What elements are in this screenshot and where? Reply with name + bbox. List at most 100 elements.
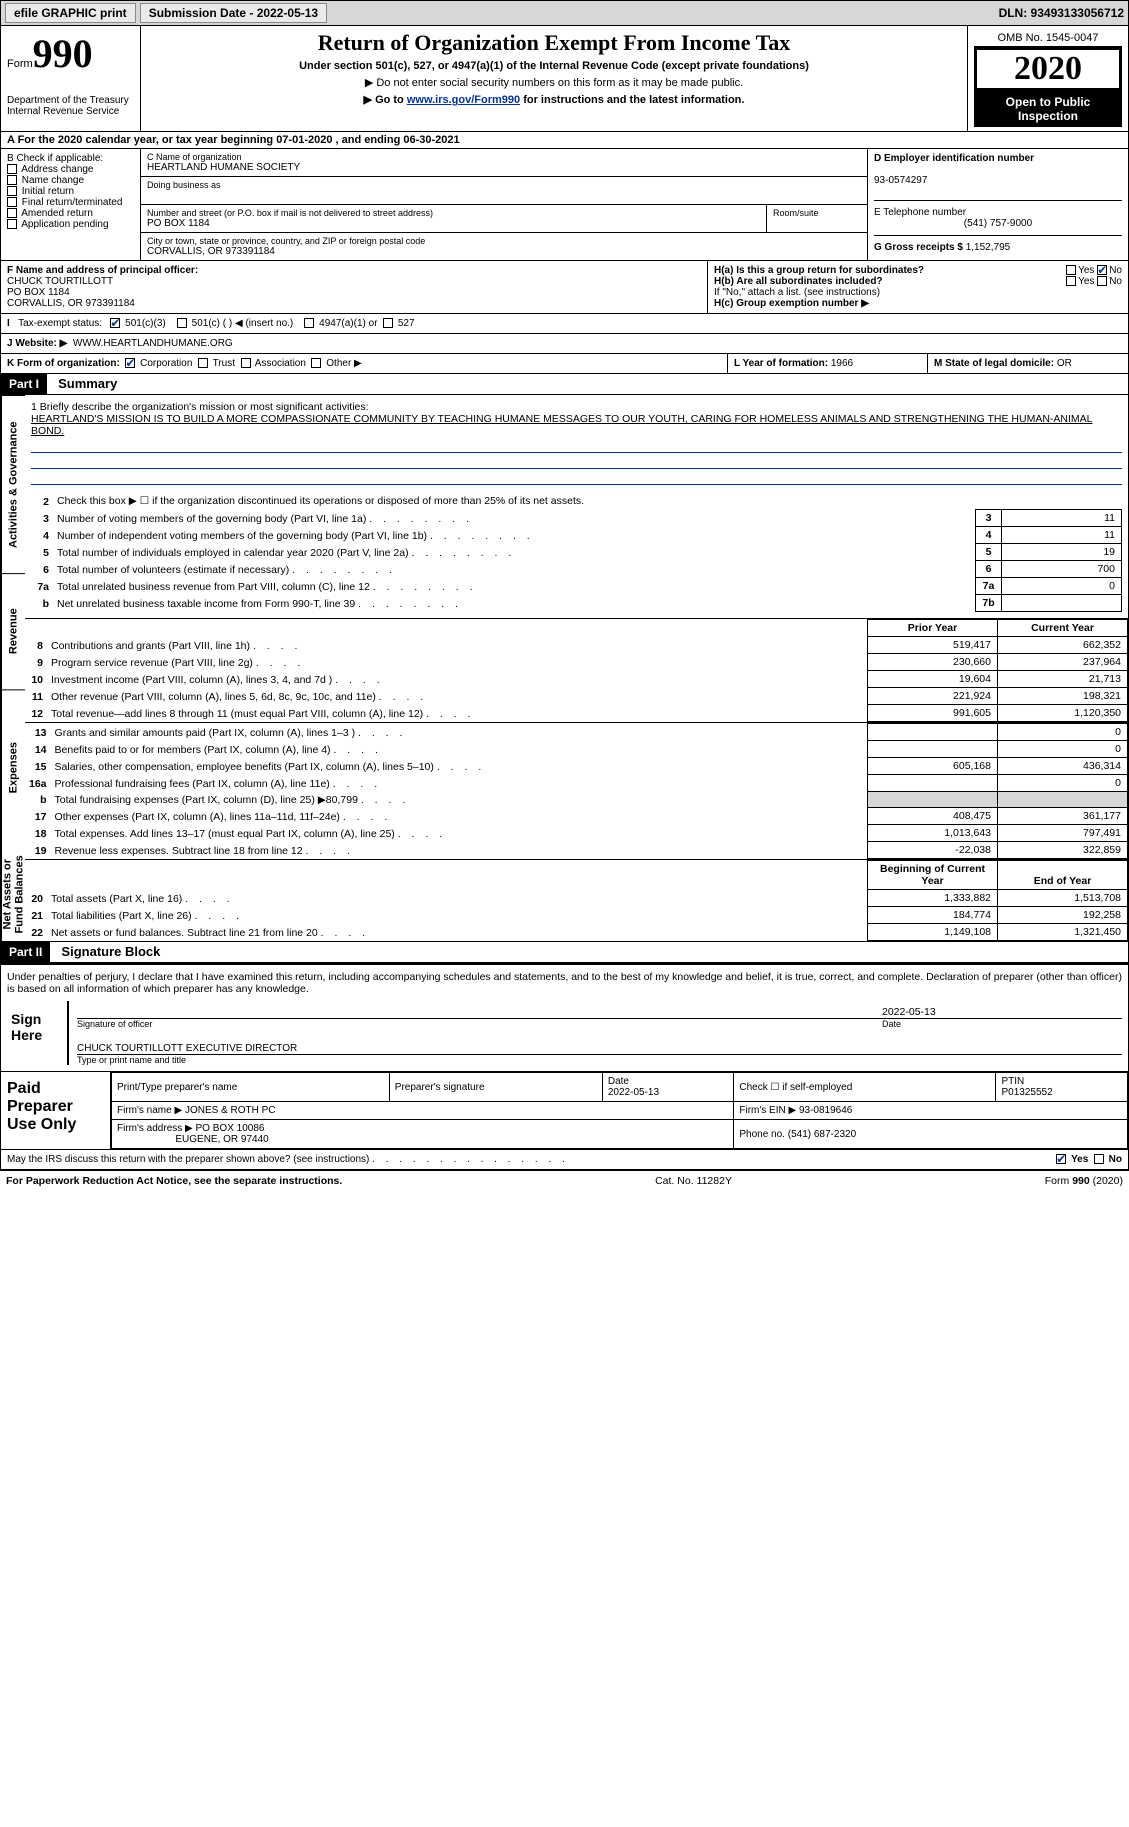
form-number: 990 [33, 31, 93, 76]
top-bar: efile GRAPHIC print Submission Date - 20… [0, 0, 1129, 26]
hb-yes-checkbox[interactable] [1066, 276, 1076, 286]
may-yes: Yes [1071, 1154, 1088, 1165]
sign-here-label: Sign Here [7, 1001, 67, 1065]
no-label: No [1109, 265, 1122, 276]
opt-4947: 4947(a)(1) or [319, 318, 377, 329]
hc-label: H(c) Group exemption number ▶ [714, 298, 869, 309]
firm-name-label: Firm's name ▶ [117, 1105, 182, 1116]
row-i: I Tax-exempt status: 501(c)(3) 501(c) ( … [0, 314, 1129, 334]
table-row: 7aTotal unrelated business revenue from … [31, 578, 1122, 595]
otp-line1: Open to Public [1006, 95, 1091, 109]
table-row: 5Total number of individuals employed in… [31, 544, 1122, 561]
state-label: M State of legal domicile: [934, 358, 1054, 369]
no-label2: No [1109, 276, 1122, 287]
mission-question: 1 Briefly describe the organization's mi… [31, 401, 1122, 413]
mission-block: 1 Briefly describe the organization's mi… [25, 395, 1128, 619]
prep-h-sig: Preparer's signature [389, 1073, 602, 1102]
501c-checkbox[interactable] [177, 318, 187, 328]
row-klm: K Form of organization: Corporation Trus… [0, 354, 1129, 374]
footer-right: Form 990 (2020) [1045, 1175, 1123, 1187]
box-b-checkbox[interactable] [7, 175, 17, 185]
other-checkbox[interactable] [311, 358, 321, 368]
firm-addr-label: Firm's address ▶ [117, 1123, 193, 1134]
prep-date: 2022-05-13 [608, 1087, 659, 1098]
yes-label: Yes [1078, 265, 1094, 276]
submission-date: Submission Date - 2022-05-13 [140, 3, 327, 23]
vlabel-revenue: Revenue [1, 573, 25, 689]
form990-link[interactable]: www.irs.gov/Form990 [407, 94, 520, 106]
org-city: CORVALLIS, OR 973391184 [147, 246, 861, 257]
blank-line [31, 439, 1122, 453]
box-b-item: Name change [7, 175, 134, 186]
table-row: 2Check this box ▶ ☐ if the organization … [31, 493, 1122, 510]
box-k: K Form of organization: Corporation Trus… [1, 354, 728, 373]
yes-label2: Yes [1078, 276, 1094, 287]
corp-checkbox[interactable] [125, 358, 135, 368]
table-row: 3Number of voting members of the governi… [31, 510, 1122, 527]
box-l: L Year of formation: 1966 [728, 354, 928, 373]
signature-block: Under penalties of perjury, I declare th… [0, 963, 1129, 1072]
may-yes-checkbox[interactable] [1056, 1154, 1066, 1164]
otp-line2: Inspection [1018, 109, 1078, 123]
box-m: M State of legal domicile: OR [928, 354, 1128, 373]
dept-treasury: Department of the Treasury [7, 95, 134, 106]
opt-527: 527 [398, 318, 415, 329]
revenue-block: Prior YearCurrent Year8Contributions and… [25, 619, 1128, 723]
may-question: May the IRS discuss this return with the… [7, 1154, 369, 1165]
box-b-checkbox[interactable] [7, 197, 17, 207]
may-no: No [1109, 1154, 1122, 1165]
table-row: 9Program service revenue (Part VIII, lin… [25, 654, 1128, 671]
efile-button[interactable]: efile GRAPHIC print [5, 3, 136, 23]
table-row: 16aProfessional fundraising fees (Part I… [25, 775, 1128, 792]
prep-h-date: Date [608, 1076, 629, 1087]
hb-label: H(b) Are all subordinates included? [714, 276, 883, 287]
hb-no-checkbox[interactable] [1097, 276, 1107, 286]
sig-caption: Signature of officer [77, 1019, 882, 1029]
table-row: 4Number of independent voting members of… [31, 527, 1122, 544]
vlabel-governance: Activities & Governance [1, 395, 25, 573]
box-b-checkbox[interactable] [7, 219, 17, 229]
row-j: J Website: ▶ WWW.HEARTLANDHUMANE.ORG [0, 334, 1129, 354]
table-row: 18Total expenses. Add lines 13–17 (must … [25, 825, 1128, 842]
table-row: 19Revenue less expenses. Subtract line 1… [25, 842, 1128, 859]
year-form-value: 1966 [831, 358, 853, 369]
officer-sig-line[interactable] [77, 1001, 882, 1019]
501c3-checkbox[interactable] [110, 318, 120, 328]
table-row: 6Total number of volunteers (estimate if… [31, 561, 1122, 578]
mission-text: HEARTLAND'S MISSION IS TO BUILD A MORE C… [31, 413, 1122, 437]
table-row: 15Salaries, other compensation, employee… [25, 758, 1128, 775]
box-b-checkbox[interactable] [7, 208, 17, 218]
4947-checkbox[interactable] [304, 318, 314, 328]
box-b-checkbox[interactable] [7, 186, 17, 196]
preparer-block: Paid Preparer Use Only Print/Type prepar… [0, 1072, 1129, 1150]
table-row: 14Benefits paid to or for members (Part … [25, 741, 1128, 758]
part1-title: Summary [50, 373, 125, 395]
gross-value: 1,152,795 [966, 242, 1011, 253]
form-note-ssn: ▶ Do not enter social security numbers o… [147, 76, 961, 89]
trust-checkbox[interactable] [198, 358, 208, 368]
form-header: Form990 Department of the Treasury Inter… [0, 26, 1129, 132]
prep-h-name: Print/Type preparer's name [112, 1073, 390, 1102]
box-b-title: B Check if applicable: [7, 153, 134, 164]
box-c: C Name of organization HEARTLAND HUMANE … [141, 149, 868, 260]
prep-h-self: Check ☐ if self-employed [734, 1073, 996, 1102]
omb-number: OMB No. 1545-0047 [974, 30, 1122, 47]
box-b: B Check if applicable: Address change Na… [1, 149, 141, 260]
firm-name: JONES & ROTH PC [185, 1105, 276, 1116]
opt-other: Other ▶ [326, 358, 361, 369]
ha-no-checkbox[interactable] [1097, 265, 1107, 275]
footer-cat: Cat. No. 11282Y [655, 1175, 732, 1187]
org-name: HEARTLAND HUMANE SOCIETY [147, 162, 861, 173]
box-b-checkbox[interactable] [7, 164, 17, 174]
box-b-item: Application pending [7, 219, 134, 230]
527-checkbox[interactable] [383, 318, 393, 328]
form-subtitle: Under section 501(c), 527, or 4947(a)(1)… [147, 60, 961, 72]
assoc-checkbox[interactable] [241, 358, 251, 368]
header-center: Return of Organization Exempt From Incom… [141, 26, 968, 131]
ha-yes-checkbox[interactable] [1066, 265, 1076, 275]
dba-label: Doing business as [147, 180, 861, 190]
table-row: 8Contributions and grants (Part VIII, li… [25, 637, 1128, 654]
tax-year: 2020 [974, 47, 1122, 91]
may-no-checkbox[interactable] [1094, 1154, 1104, 1164]
table-header: Prior YearCurrent Year [25, 620, 1128, 637]
